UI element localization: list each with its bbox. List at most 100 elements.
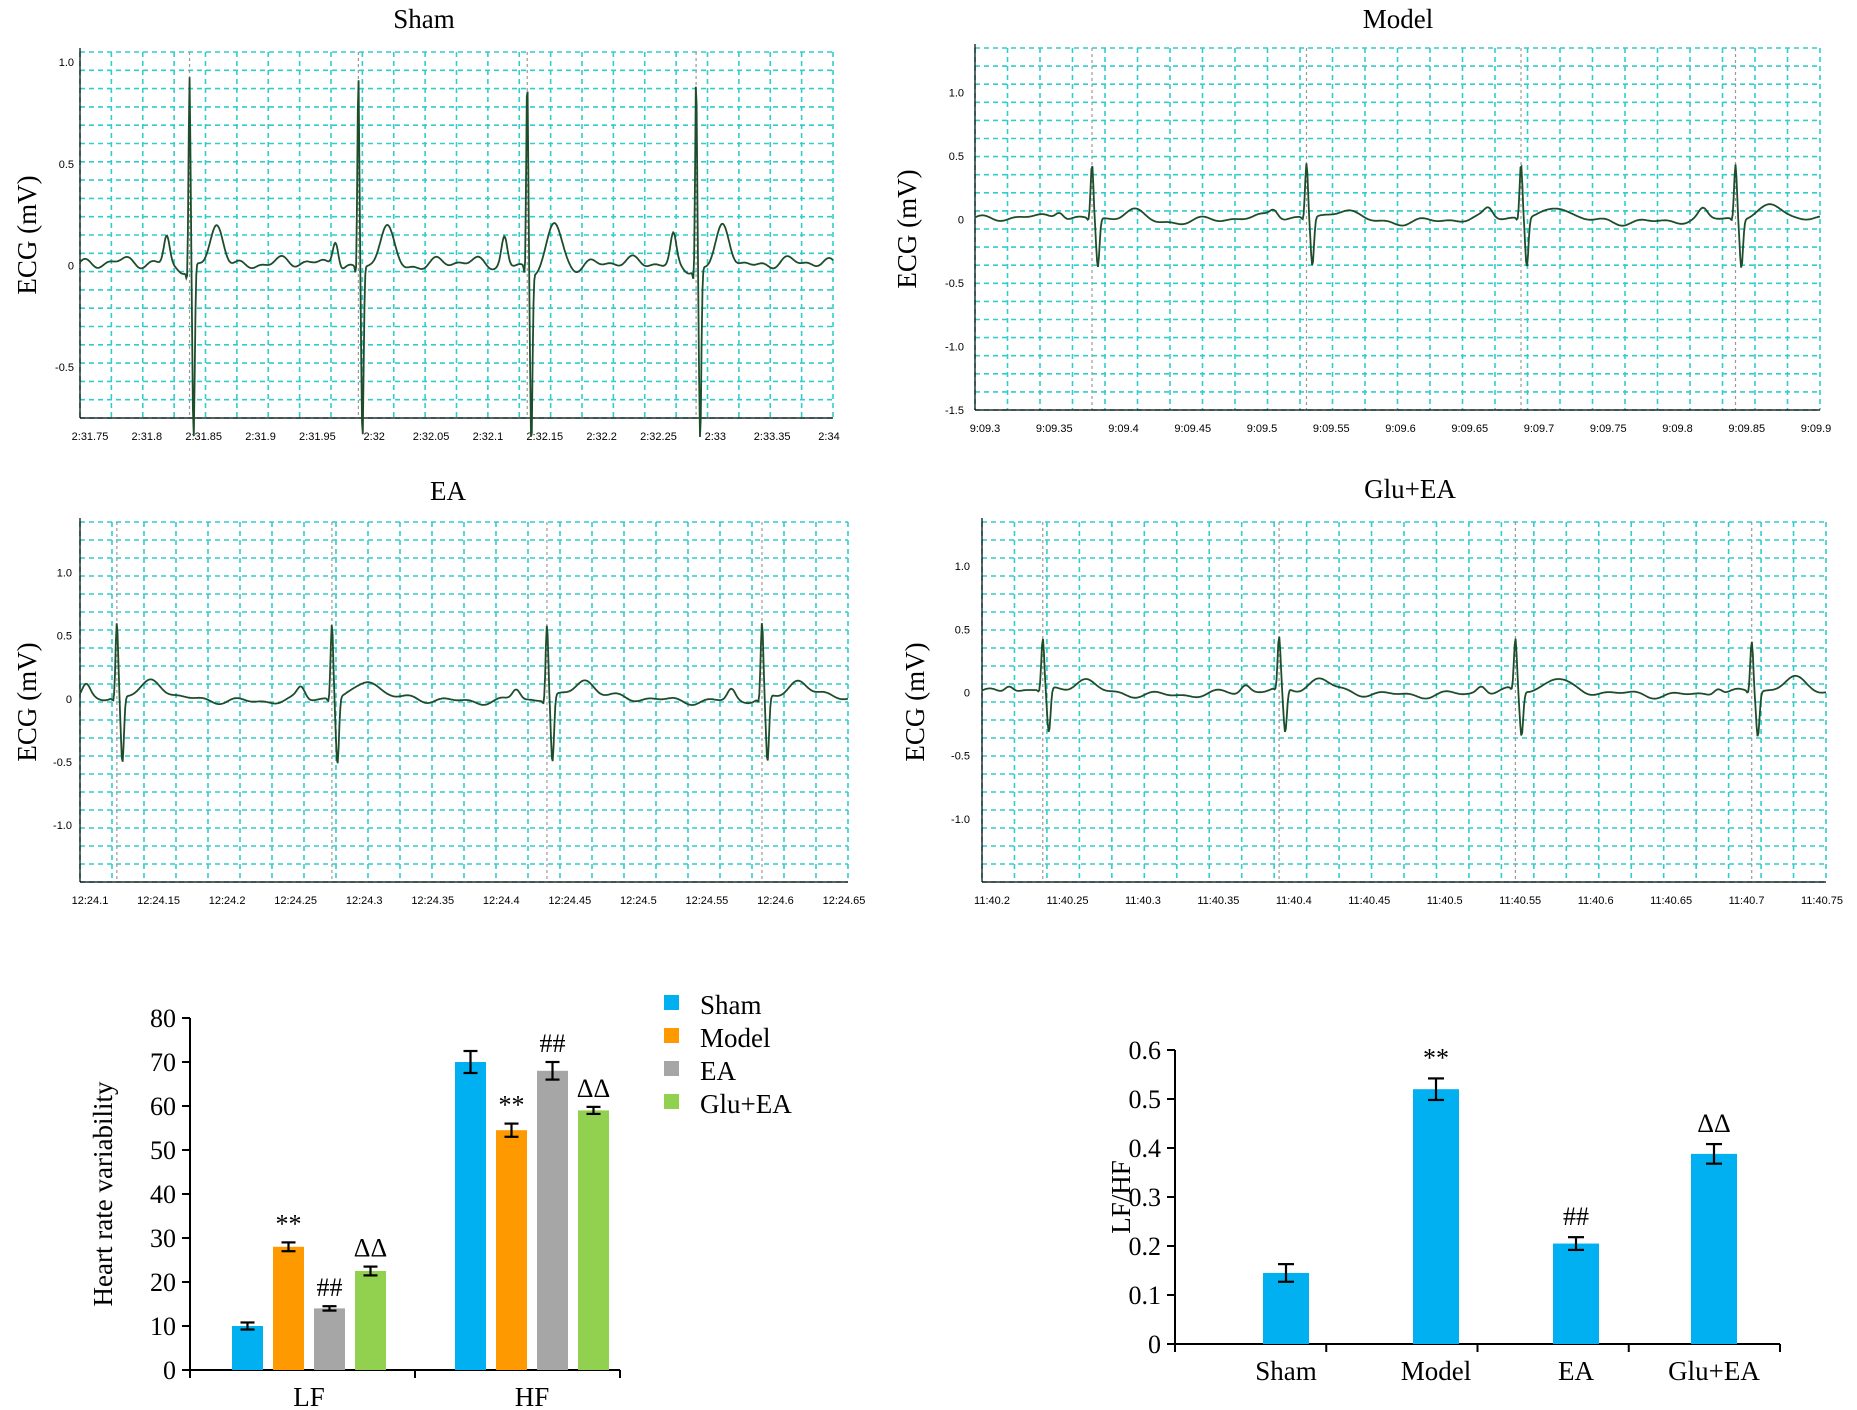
ecg-title: EA	[430, 476, 466, 506]
ecg-y-tick-label: 1.0	[57, 568, 72, 580]
ecg-y-tick-label: -0.5	[55, 362, 74, 374]
hrv-bar-sham-hf	[455, 1062, 486, 1370]
hrv-significance-mark: ##	[317, 1273, 343, 1302]
ecg-title: Sham	[393, 4, 455, 34]
ecg-y-tick-label: -0.5	[945, 278, 964, 290]
ecg-x-tick-label: 9:09.65	[1451, 423, 1488, 435]
legend-swatch-sham	[664, 995, 679, 1010]
ecg-x-tick-label: 11:40.2	[974, 895, 1010, 907]
lfhf-y-tick-label: 0.6	[1129, 1036, 1162, 1065]
ecg-panel-3: EA 1.0 0.5 0 -0.5 -1.0 12:24.1 12:24.15 12:24.2 1…	[12, 476, 865, 907]
lfhf-y-tick-label: 0.3	[1129, 1183, 1162, 1212]
lfhf-category-label: Sham	[1255, 1356, 1317, 1386]
ecg-x-tick-label: 9:09.7	[1524, 423, 1555, 435]
ecg-x-tick-label: 11:40.5	[1427, 895, 1463, 907]
ecg-y-tick-label: 0	[68, 261, 74, 273]
ecg-x-tick-label: 9:09.6	[1385, 423, 1416, 435]
legend-label: Sham	[700, 990, 762, 1020]
hrv-bar-ea-lf	[314, 1308, 345, 1370]
ecg-y-tick-label: 0.5	[57, 631, 72, 643]
ecg-x-tick-label: 9:09.4	[1108, 423, 1139, 435]
ecg-grid	[79, 521, 849, 883]
ecg-x-tick-label: 2:31.9	[245, 431, 276, 443]
hrv-bar-model-lf	[273, 1246, 304, 1370]
ecg-x-tick-label: 9:09.35	[1036, 423, 1073, 435]
lfhf-y-tick-label: 0.2	[1129, 1232, 1162, 1261]
ecg-y-tick-label: 0.5	[59, 159, 74, 171]
ecg-grid	[981, 521, 1827, 883]
ecg-x-tick-label: 11:40.6	[1578, 895, 1614, 907]
ecg-trace	[79, 623, 849, 764]
ecg-x-tick-label: 9:09.5	[1247, 423, 1278, 435]
ecg-panel-1: Sham 1.0 0.5 0 -0.5 2:31.75 2:31.8 2:31.85 2:31.…	[12, 4, 840, 443]
ecg-x-tick-label: 2:32.15	[526, 431, 563, 443]
ecg-x-tick-label: 12:24.15	[137, 895, 180, 907]
ecg-x-tick-label: 2:31.8	[132, 431, 163, 443]
ecg-panel-2: Model 1.0 0.5 0 -0.5 -1.0 -1.5 9:09.3 9:09.35 9:0…	[892, 4, 1831, 435]
ecg-x-tick-label: 2:31.85	[185, 431, 222, 443]
ecg-x-tick-label: 2:33.35	[754, 431, 791, 443]
ecg-x-tick-label: 12:24.35	[411, 895, 454, 907]
ecg-x-tick-label: 9:09.55	[1313, 423, 1350, 435]
ecg-x-tick-label: 11:40.55	[1499, 895, 1541, 907]
ecg-x-tick-label: 12:24.65	[823, 895, 866, 907]
ecg-y-tick-label: 0	[964, 688, 970, 700]
ecg-x-tick-label: 12:24.5	[620, 895, 657, 907]
lfhf-significance-mark: ΔΔ	[1697, 1109, 1730, 1138]
legend-label: Model	[700, 1023, 771, 1053]
ecg-title: Glu+EA	[1364, 474, 1456, 504]
ecg-y-tick-label: -1.0	[945, 341, 964, 353]
ecg-x-tick-label: 11:40.3	[1125, 895, 1161, 907]
ecg-panel-4: Glu+EA 1.0 0.5 0 -0.5 -1.0 11:40.2 11:40.25 11:4…	[900, 474, 1843, 907]
hrv-significance-mark: ##	[540, 1029, 566, 1058]
ecg-y-tick-label: 1.0	[955, 561, 970, 573]
ecg-y-tick-label: -1.5	[945, 405, 964, 417]
lfhf-y-axis-label: LF/HF	[1106, 1160, 1136, 1234]
hrv-significance-mark: ΔΔ	[577, 1074, 610, 1103]
ecg-grid	[79, 51, 834, 419]
ecg-x-tick-label: 11:40.7	[1729, 895, 1765, 907]
hrv-y-tick-label: 40	[150, 1180, 176, 1209]
ecg-y-tick-label: 1.0	[59, 57, 74, 69]
lfhf-bar-chart: 0 0.1 0.2 0.3 0.4 0.5 0.6 Sham ** Model ## EA ΔΔ Glu+…	[1106, 1036, 1781, 1386]
lfhf-significance-mark: ##	[1563, 1202, 1589, 1231]
ecg-x-tick-label: 11:40.75	[1801, 895, 1843, 907]
lfhf-bar-sham	[1263, 1272, 1309, 1344]
ecg-y-axis-label: ECG (mV)	[892, 169, 922, 288]
lfhf-y-tick-label: 0.5	[1129, 1085, 1162, 1114]
ecg-y-tick-label: -0.5	[951, 751, 970, 763]
ecg-x-tick-label: 12:24.1	[72, 895, 109, 907]
hrv-bar-glu-ea-hf	[578, 1110, 609, 1370]
ecg-title: Model	[1363, 4, 1434, 34]
ecg-y-tick-label: 0	[66, 694, 72, 706]
ecg-x-tick-label: 9:09.8	[1662, 423, 1693, 435]
ecg-x-tick-label: 9:09.45	[1174, 423, 1211, 435]
lfhf-significance-mark: **	[1423, 1043, 1449, 1072]
lfhf-y-tick-label: 0.1	[1129, 1281, 1162, 1310]
ecg-trace	[981, 636, 1827, 737]
hrv-y-tick-label: 70	[150, 1048, 176, 1077]
lfhf-category-label: Glu+EA	[1668, 1356, 1760, 1386]
ecg-y-tick-label: -0.5	[53, 757, 72, 769]
hrv-y-axis-label: Heart rate variability	[88, 1081, 118, 1306]
ecg-y-tick-label: 0	[958, 214, 964, 226]
ecg-trace	[974, 163, 1821, 268]
lfhf-category-label: Model	[1401, 1356, 1472, 1386]
legend-swatch-ea	[664, 1061, 679, 1076]
ecg-x-tick-label: 11:40.45	[1348, 895, 1390, 907]
ecg-x-tick-label: 2:32.05	[413, 431, 450, 443]
ecg-x-tick-label: 9:09.75	[1590, 423, 1627, 435]
ecg-y-tick-label: 0.5	[955, 624, 970, 636]
hrv-significance-mark: **	[276, 1209, 302, 1238]
hrv-bar-sham-lf	[232, 1326, 263, 1370]
ecg-x-tick-label: 11:40.4	[1276, 895, 1312, 907]
hrv-y-tick-label: 0	[163, 1356, 176, 1385]
ecg-x-tick-label: 12:24.25	[274, 895, 317, 907]
ecg-x-tick-label: 12:24.2	[209, 895, 246, 907]
lfhf-category-label: EA	[1558, 1356, 1594, 1386]
ecg-x-tick-label: 9:09.3	[970, 423, 1001, 435]
ecg-y-axis-label: ECG (mV)	[900, 642, 930, 761]
ecg-x-tick-label: 11:40.35	[1197, 895, 1239, 907]
